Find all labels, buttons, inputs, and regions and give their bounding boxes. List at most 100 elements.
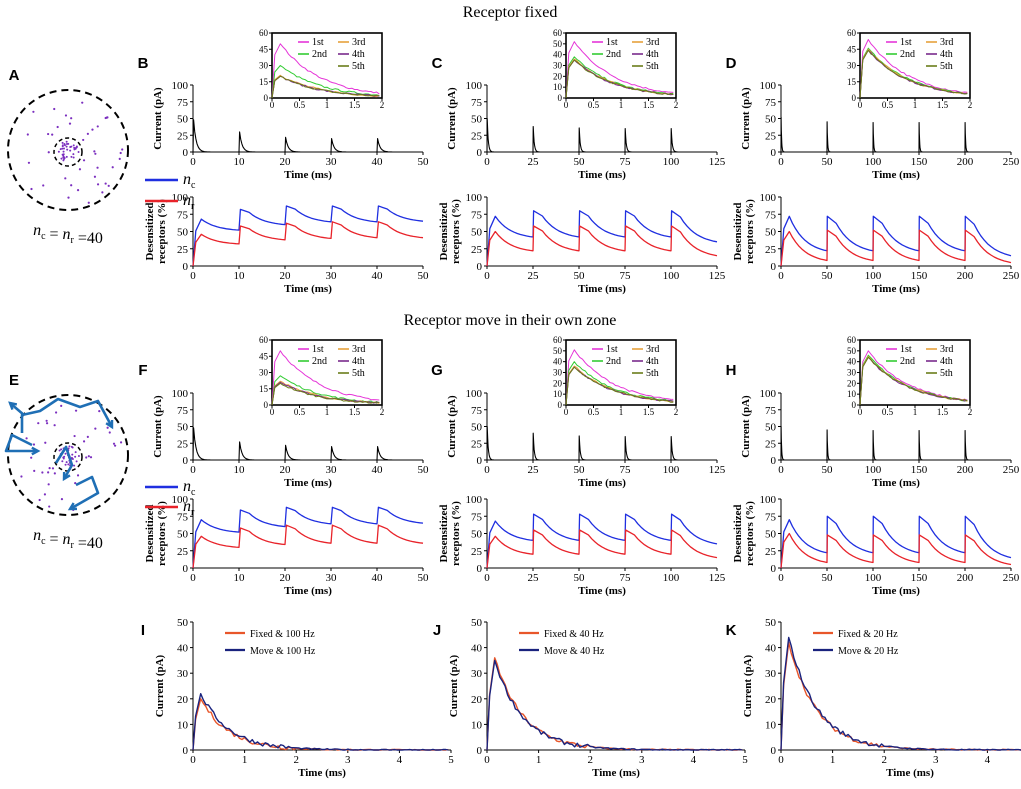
inset-plot-G-y-tick-label: 20 xyxy=(553,378,563,388)
receptor-dot xyxy=(32,443,36,446)
desensitized-plot-G-y-tick-label: 25 xyxy=(471,546,483,558)
desensitized-plot-H-x-tick-label: 250 xyxy=(1003,572,1020,584)
desensitized-plot-B-x-tick-label: 20 xyxy=(280,270,292,282)
receptor-dot xyxy=(93,150,96,153)
movement-trajectory xyxy=(54,445,74,480)
compare-plot-K-x-tick-label: 2 xyxy=(881,754,887,766)
current-plot-B-y-tick-label: 0 xyxy=(183,147,189,159)
current-plot-B-x-tick-label: 0 xyxy=(190,156,196,168)
desensitized-plot-B-x-tick-label: 40 xyxy=(372,270,384,282)
receptor-dot xyxy=(65,461,68,464)
current-plot-H-y-label: Current (pA) xyxy=(740,395,752,458)
desensitized-plot-F-x-tick-label: 30 xyxy=(326,572,338,584)
inset-plot-H-frame xyxy=(859,339,971,406)
compare-plot-J-x-tick-label: 4 xyxy=(691,754,697,766)
receptor-dot xyxy=(96,166,99,169)
current-trace-H xyxy=(780,425,1011,461)
compare-plot-J-x-tick-label: 0 xyxy=(484,754,490,766)
inset-plot-F-x-tick-label: 1.5 xyxy=(349,407,361,417)
desensitized-plot-H-y-tick-label: 100 xyxy=(760,494,777,506)
movement-arrow-head xyxy=(8,401,18,410)
receptor-dot xyxy=(104,116,107,120)
compare-plot-I-y-tick-label: 0 xyxy=(183,745,189,757)
receptor-dot xyxy=(64,463,67,466)
current-plot-F-y-tick-label: 0 xyxy=(183,455,189,467)
current-plot-G-x-tick-label: 100 xyxy=(663,464,680,476)
movement-trajectory xyxy=(4,433,38,453)
current-plot-G-y-tick-label: 25 xyxy=(471,438,483,450)
receptor-dot xyxy=(75,460,78,463)
inset-plot-G-y-tick-label: 60 xyxy=(553,335,563,345)
receptor-dot xyxy=(113,444,117,447)
receptor-dot xyxy=(53,472,56,475)
current-plot-F-x-label: Time (ms) xyxy=(284,477,332,489)
receptor-dot xyxy=(64,177,67,180)
compare-plot-J-x-tick-label: 1 xyxy=(536,754,542,766)
desensitized-plot-G-x-tick-label: 0 xyxy=(484,572,490,584)
receptor-dot xyxy=(58,449,61,452)
compare-plot-I-y-label: Current (pA) xyxy=(154,654,166,717)
movement-trajectory xyxy=(20,397,114,433)
inset-plot-C-y-tick-label: 40 xyxy=(553,50,563,60)
desensitized-plot-C-y-tick-label: 75 xyxy=(471,209,483,221)
inset-plot-F-y-tick-label: 0 xyxy=(264,400,269,410)
current-plot-F-y-tick-label: 50 xyxy=(177,422,189,434)
current-plot-G-y-tick-label: 50 xyxy=(471,422,483,434)
receptor-dot xyxy=(108,431,111,434)
inset-plot-D-x-tick-label: 0 xyxy=(858,100,863,110)
receptor-dot xyxy=(91,128,94,131)
receptor-dot xyxy=(106,426,109,429)
desensitized-plot-F-y-tick-label: 100 xyxy=(172,494,189,506)
current-plot-C-y-tick-label: 0 xyxy=(477,147,483,159)
current-plot-G-y-tick-label: 0 xyxy=(477,455,483,467)
compare-plot-I-x-tick-label: 0 xyxy=(190,754,196,766)
current-trace-C xyxy=(486,117,717,153)
current-plot-C-x-tick-label: 125 xyxy=(709,156,726,168)
receptor-dot xyxy=(67,463,70,466)
desensitized-plot-G-x-tick-label: 100 xyxy=(663,572,680,584)
current-plot-C-y-tick-label: 25 xyxy=(471,130,483,142)
inset-plot-D-y-tick-label: 15 xyxy=(847,77,857,87)
receptor-dot xyxy=(26,133,29,136)
current-plot-D-y-tick-label: 50 xyxy=(765,114,777,126)
receptor-dot xyxy=(82,159,86,162)
inset-plot-C-y-tick-label: 0 xyxy=(558,93,563,103)
receptor-dot xyxy=(45,422,49,425)
current-plot-G-x-tick-label: 0 xyxy=(484,464,490,476)
receptor-dot xyxy=(65,145,68,148)
inset-plot-F-x-tick-label: 0.5 xyxy=(294,407,306,417)
inset-plot-F-y-tick-label: 15 xyxy=(259,384,269,394)
inset-plot-B-y-tick-label: 45 xyxy=(259,44,269,54)
desensitized-plot-H-x-tick-label: 50 xyxy=(822,572,834,584)
compare-plot-I-y-tick-label: 30 xyxy=(177,668,189,680)
inset-plot-H-y-tick-label: 60 xyxy=(847,335,857,345)
desensitized-plot-C: 0 25 50 75 100 125 0 25 50 75 100 Time (ms) Desensit… xyxy=(438,192,726,295)
panel-letter-B: B xyxy=(138,55,149,72)
inset-trace-5th-B xyxy=(271,75,380,99)
desensitized-plot-D-y-tick-label: 50 xyxy=(765,227,777,239)
inset-legend-label: 2nd xyxy=(312,356,327,367)
current-trace-F xyxy=(192,427,423,461)
desensitized-plot-D-y-tick-label: 75 xyxy=(765,209,777,221)
inset-legend-label: 1st xyxy=(900,344,912,355)
receptor-dot xyxy=(101,191,104,194)
receptor-dot xyxy=(61,145,64,148)
receptor-dot xyxy=(67,196,70,199)
inset-trace-1st-C xyxy=(565,41,674,99)
legend-label-nc: nc xyxy=(183,171,196,191)
receptor-dot xyxy=(72,144,75,147)
receptor-dot xyxy=(119,441,123,444)
desensitized-plot-C-y-label: receptors (%) xyxy=(450,199,462,264)
desensitized-plot-G-y-tick-label: 50 xyxy=(471,529,483,541)
inset-plot-D: 0 0.5 1 1.5 2 0 15 30 45 60 xyxy=(847,28,972,110)
receptor-dot xyxy=(71,457,74,460)
receptor-dot xyxy=(63,455,66,458)
desensitized-trace-nr-G xyxy=(486,529,718,569)
